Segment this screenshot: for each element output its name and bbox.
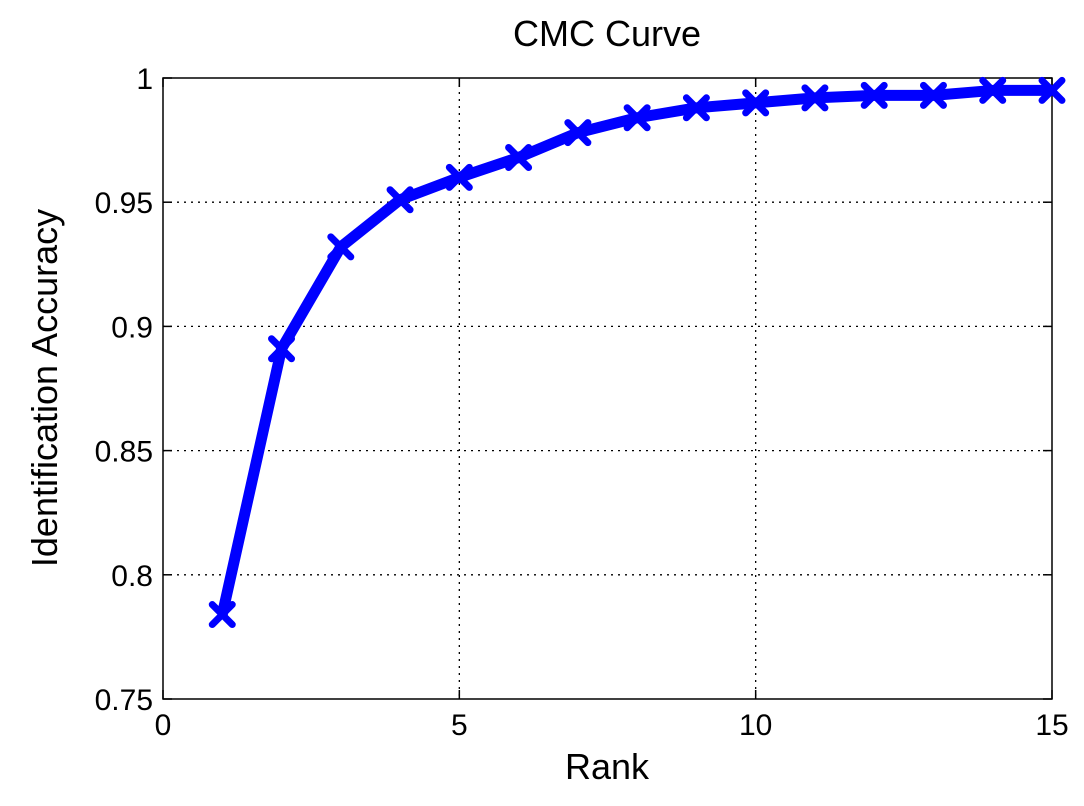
x-tick-label: 5 (451, 709, 468, 742)
data-point-marker (1038, 76, 1066, 104)
data-point-marker (386, 186, 414, 214)
y-tick-label: 0.9 (111, 311, 153, 344)
series (208, 76, 1066, 629)
data-point-marker (327, 233, 355, 261)
y-axis-label: Identification Accuracy (24, 209, 65, 567)
data-point-marker (208, 601, 236, 629)
y-tick-label: 0.8 (111, 560, 153, 593)
y-tick-label: 0.95 (95, 187, 153, 220)
data-point-marker (505, 143, 533, 171)
y-tick-label: 1 (136, 63, 153, 96)
ticks: 0 5 10 15 0.75 0.8 0.85 0.9 0.95 1 (95, 63, 1069, 742)
chart-title: CMC Curve (513, 13, 701, 54)
y-tick-label: 0.85 (95, 436, 153, 469)
plot-area-border (162, 77, 1053, 700)
x-tick-label: 10 (739, 709, 772, 742)
data-point-marker (623, 104, 651, 132)
y-tick-label: 0.75 (95, 684, 153, 717)
data-point-marker (564, 119, 592, 147)
data-point-marker (919, 81, 947, 109)
data-point-marker (268, 335, 296, 363)
data-point-marker (979, 76, 1007, 104)
x-tick-label: 15 (1035, 709, 1068, 742)
series-line (216, 84, 1052, 616)
x-tick-label: 0 (155, 709, 172, 742)
data-point-marker (801, 84, 829, 112)
data-point-marker (445, 163, 473, 191)
x-axis-label: Rank (565, 746, 650, 787)
grid (163, 78, 1052, 699)
data-point-marker (682, 94, 710, 122)
data-point-marker (860, 81, 888, 109)
data-point-marker (742, 89, 770, 117)
